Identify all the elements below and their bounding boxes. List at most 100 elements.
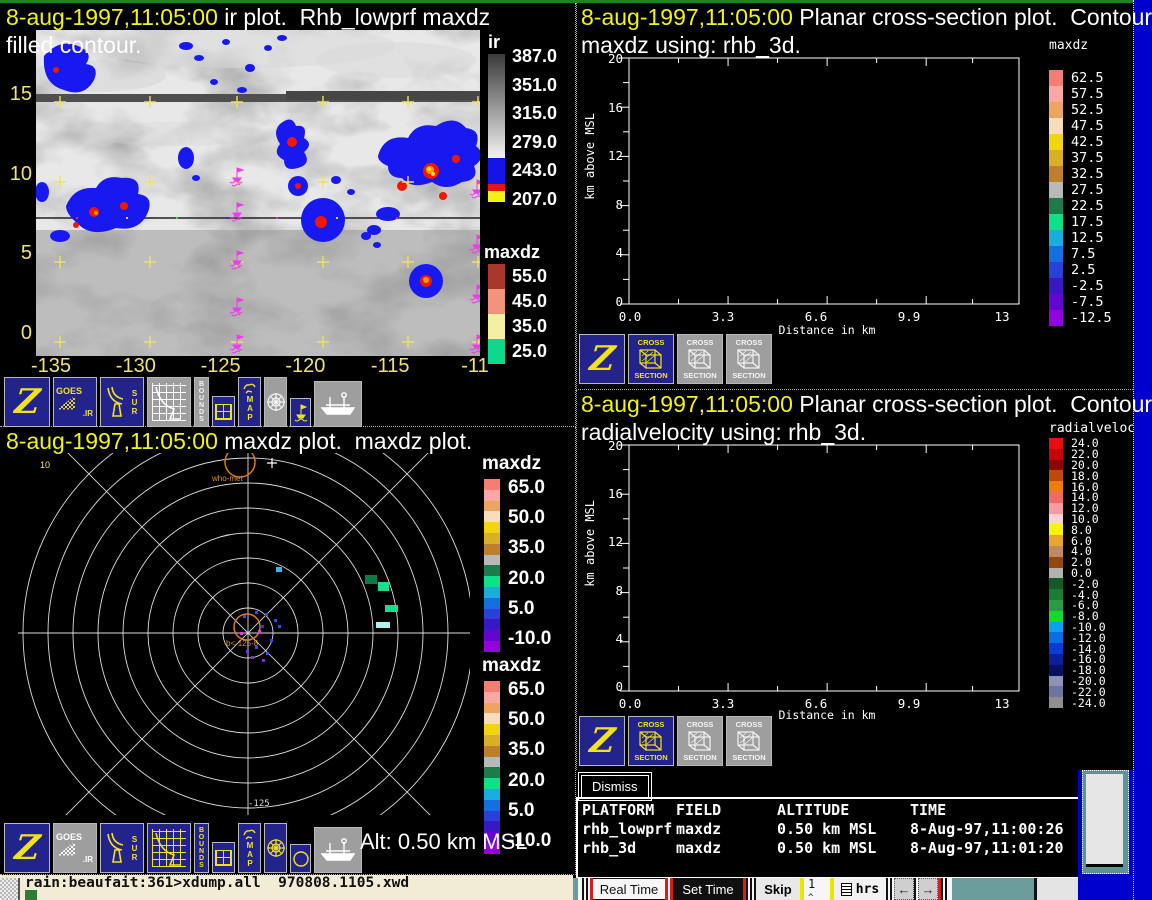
timestamp: 8-aug-1997,11:05:00 xyxy=(581,391,793,417)
circle-button[interactable] xyxy=(290,844,311,873)
map-button[interactable]: MAP xyxy=(238,377,261,427)
colorbar-entry: 27.5 xyxy=(1049,182,1112,198)
set-time-button[interactable]: Set Time xyxy=(673,878,743,900)
cell-altitude: 0.50 km MSL xyxy=(777,820,877,838)
colorbar-label: 5.0 xyxy=(508,799,535,821)
colorbar-label: 35.0 xyxy=(512,316,548,336)
colorbar-entry: 42.5 xyxy=(1049,134,1112,150)
colorbar-label: 35.0 xyxy=(508,739,545,761)
skip-label: Skip xyxy=(756,878,800,900)
x-tick-label: 13 xyxy=(994,309,1010,324)
colorbar-entry: 0.0 xyxy=(1049,566,1106,580)
x-tick-label: 9.9 xyxy=(897,309,921,324)
colorbar-entry: 22.5 xyxy=(1049,198,1112,214)
colorbar-entries: 24.0 22.0 20.0 18.0 xyxy=(1049,436,1106,710)
bounds-button[interactable]: BOUNDS xyxy=(194,377,209,427)
scrollbar-thumb[interactable] xyxy=(1086,774,1123,867)
ir-colorbar-label: 207.0 xyxy=(512,188,558,209)
goes-ir-button[interactable]: GOES .IR xyxy=(53,823,97,873)
radar-grid-button[interactable] xyxy=(147,377,191,427)
colorbar-label: -6.0 xyxy=(1071,598,1099,613)
circle-icon xyxy=(292,850,309,867)
satellite-toolbar: Z GOES .IR SUR BOUNDS MAP xyxy=(4,375,362,427)
surveillance-radar-button[interactable]: SUR xyxy=(100,823,144,873)
map-button[interactable]: MAP xyxy=(238,823,261,873)
cross-section-button[interactable]: CROSS SECTION xyxy=(677,334,723,384)
cross-section-button[interactable]: CROSS SECTION xyxy=(726,334,772,384)
cell-field: maxdz xyxy=(676,839,722,857)
terminal-window[interactable]: rain:beaufait:361>xdump.all 970808.1105.… xyxy=(0,875,573,900)
polar-rings-button[interactable] xyxy=(264,377,287,427)
color-swatch xyxy=(1049,524,1063,536)
xsec-radialvelocity-panel: 8-aug-1997,11:05:00 Planar cross-section… xyxy=(576,390,1152,770)
hours-unit-button[interactable]: hrs xyxy=(834,878,886,900)
surveillance-radar-button[interactable]: SUR xyxy=(100,377,144,427)
colorbar-label: 27.5 xyxy=(1071,182,1104,198)
cell-time: 8-Aug-97,11:00:26 xyxy=(910,820,1064,838)
colorbar-label: 42.5 xyxy=(1071,134,1104,150)
color-swatch xyxy=(484,821,500,833)
satellite-image[interactable] xyxy=(36,30,480,356)
small-grid-button[interactable] xyxy=(212,396,235,427)
xsec-panel-subtitle: radialvelocity using: rhb_3d. xyxy=(581,419,867,445)
goes-ir-button[interactable]: GOES .IR xyxy=(53,377,97,427)
colorbar-label: 62.5 xyxy=(1071,70,1104,86)
skip-value-input[interactable]: 1 ^ xyxy=(804,878,830,900)
polar-rings-button[interactable] xyxy=(264,823,287,873)
terminal-cursor xyxy=(25,890,37,900)
cross-section-button[interactable]: CROSS SECTION xyxy=(677,716,723,766)
ir-contour-blobs xyxy=(36,35,480,298)
bounds-button[interactable]: BOUNDS xyxy=(194,823,209,873)
col-header-altitude: ALTITUDE xyxy=(777,801,850,819)
color-swatch xyxy=(488,289,505,314)
lon-tick-label: -135 xyxy=(30,355,72,377)
cross-section-button[interactable]: CROSS SECTION xyxy=(726,716,772,766)
xsec-plot-area[interactable] xyxy=(615,444,1025,694)
color-swatch xyxy=(484,681,500,692)
cross-section-button-active[interactable]: CROSS SECTION xyxy=(628,334,674,384)
skip-stepper-caret[interactable]: ^ xyxy=(808,893,814,900)
buoy-button[interactable] xyxy=(290,398,311,427)
colorbar-entry: 62.5 xyxy=(1049,70,1112,86)
xsec-plot-area[interactable] xyxy=(615,57,1025,307)
colorbar-swatches xyxy=(484,681,500,854)
radar-ppi-display[interactable] xyxy=(18,453,470,815)
lon-tick-label: -125 xyxy=(200,355,241,377)
cell-altitude: 0.50 km MSL xyxy=(777,839,877,857)
color-swatch xyxy=(1049,567,1063,579)
y-axis-ticks: 20 16 12 8 4 0 xyxy=(601,438,623,694)
scrollbar-window[interactable] xyxy=(1082,770,1129,874)
color-swatch xyxy=(1049,589,1063,600)
real-time-button[interactable]: Real Time xyxy=(593,878,665,900)
maxdz-colorbar-title: maxdz xyxy=(484,242,541,262)
colorbar-label: -24.0 xyxy=(1071,695,1106,710)
latitude-axis: 15 10 5 0 xyxy=(2,83,32,345)
col-header-platform: PLATFORM xyxy=(582,801,655,819)
ship-button[interactable] xyxy=(314,827,362,873)
color-swatch xyxy=(1049,470,1063,482)
zebra-logo-button[interactable]: Z xyxy=(4,823,50,873)
color-swatch xyxy=(484,745,500,757)
colorbar-label: 52.5 xyxy=(1071,102,1104,118)
zebra-logo-button[interactable]: Z xyxy=(579,716,625,766)
color-swatch xyxy=(484,608,500,620)
small-grid-button[interactable] xyxy=(212,842,235,873)
cross-section-button-active[interactable]: CROSS SECTION xyxy=(628,716,674,766)
ship-button[interactable] xyxy=(314,381,362,427)
color-swatch xyxy=(484,565,500,577)
step-forward-button[interactable]: → xyxy=(918,878,938,900)
map-landmass-icon xyxy=(242,383,256,393)
color-swatch xyxy=(1049,686,1063,698)
zebra-logo-button[interactable]: Z xyxy=(579,334,625,384)
terminal-resize-corner[interactable] xyxy=(0,878,20,900)
color-swatch xyxy=(484,543,500,555)
divider xyxy=(830,878,834,900)
color-swatch xyxy=(1049,86,1063,102)
zebra-logo-button[interactable]: Z xyxy=(4,377,50,427)
colorbar-entry: 20.0 xyxy=(1049,458,1106,472)
radar-grid-button[interactable] xyxy=(147,823,191,873)
color-swatch xyxy=(1049,278,1063,294)
dismiss-button[interactable]: Dismiss xyxy=(578,772,652,801)
col-header-field: FIELD xyxy=(676,801,722,819)
step-back-button[interactable]: ← xyxy=(894,878,914,900)
